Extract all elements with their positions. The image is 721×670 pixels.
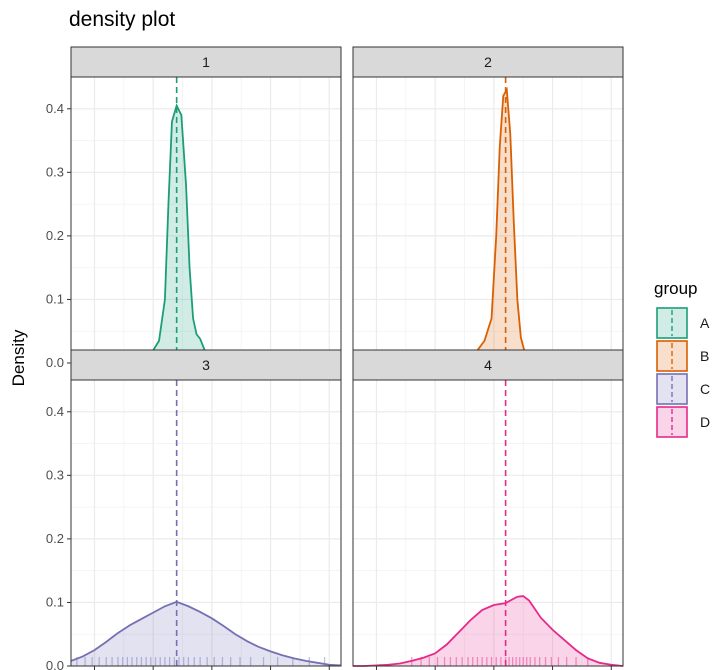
facet-strip-label: 4 bbox=[484, 357, 492, 373]
panel-border bbox=[352, 379, 624, 667]
y-tick-label: 0.3 bbox=[46, 164, 64, 179]
facet-strip-label: 3 bbox=[202, 357, 210, 373]
facet-panel-3: 30.00.10.20.30.4-5051015 bbox=[46, 349, 342, 670]
facet-panel-1: 1 0.0 0.1 0.2 0.3 0.4 bbox=[46, 46, 342, 370]
y-tick-label: 0.4 bbox=[46, 404, 64, 419]
facet-strip-label: 1 bbox=[202, 54, 210, 70]
y-tick-label: 0.3 bbox=[46, 467, 64, 482]
facet-strip bbox=[352, 46, 624, 78]
y-tick-label: 0.0 bbox=[46, 355, 64, 370]
legend-item-D: D bbox=[656, 406, 710, 438]
y-tick-label: 0.2 bbox=[46, 531, 64, 546]
legend: group A B C D bbox=[654, 279, 710, 438]
panel-background bbox=[353, 380, 623, 666]
panel-background bbox=[353, 77, 623, 363]
density-line bbox=[353, 595, 624, 667]
facet-strip bbox=[70, 46, 342, 78]
legend-item-C: C bbox=[656, 373, 710, 405]
density-line bbox=[70, 600, 342, 667]
rug-marks bbox=[76, 657, 326, 666]
panel-background bbox=[71, 380, 341, 666]
rug-marks bbox=[411, 657, 589, 666]
y-tick-label: 0.0 bbox=[46, 658, 64, 670]
y-axis-label: Density bbox=[9, 329, 28, 386]
y-tick-label: 0.4 bbox=[46, 101, 64, 116]
legend-label: D bbox=[700, 414, 710, 430]
legend-item-B: B bbox=[656, 340, 709, 372]
density-area bbox=[353, 596, 623, 666]
facet-panel-4: 4-5051015 bbox=[352, 349, 624, 670]
facet-strip-label: 2 bbox=[484, 54, 492, 70]
facet-panel-2: 2 bbox=[352, 46, 624, 364]
panel-border bbox=[70, 379, 342, 667]
facet-panels: 10.00.10.20.30.4230.00.10.20.30.4-505101… bbox=[46, 46, 624, 670]
y-tick-label: 0.1 bbox=[46, 594, 64, 609]
legend-label: B bbox=[700, 348, 709, 364]
panel-background bbox=[71, 77, 341, 363]
legend-item-A: A bbox=[656, 307, 710, 339]
facet-strip bbox=[70, 349, 342, 381]
legend-label: A bbox=[700, 315, 710, 331]
y-tick-label: 0.1 bbox=[46, 291, 64, 306]
panel-grid bbox=[353, 380, 623, 667]
chart-title: density plot bbox=[69, 8, 175, 31]
legend-title: group bbox=[654, 279, 697, 298]
legend-label: C bbox=[700, 381, 710, 397]
density-area bbox=[71, 601, 341, 666]
y-tick-label: 0.2 bbox=[46, 228, 64, 243]
